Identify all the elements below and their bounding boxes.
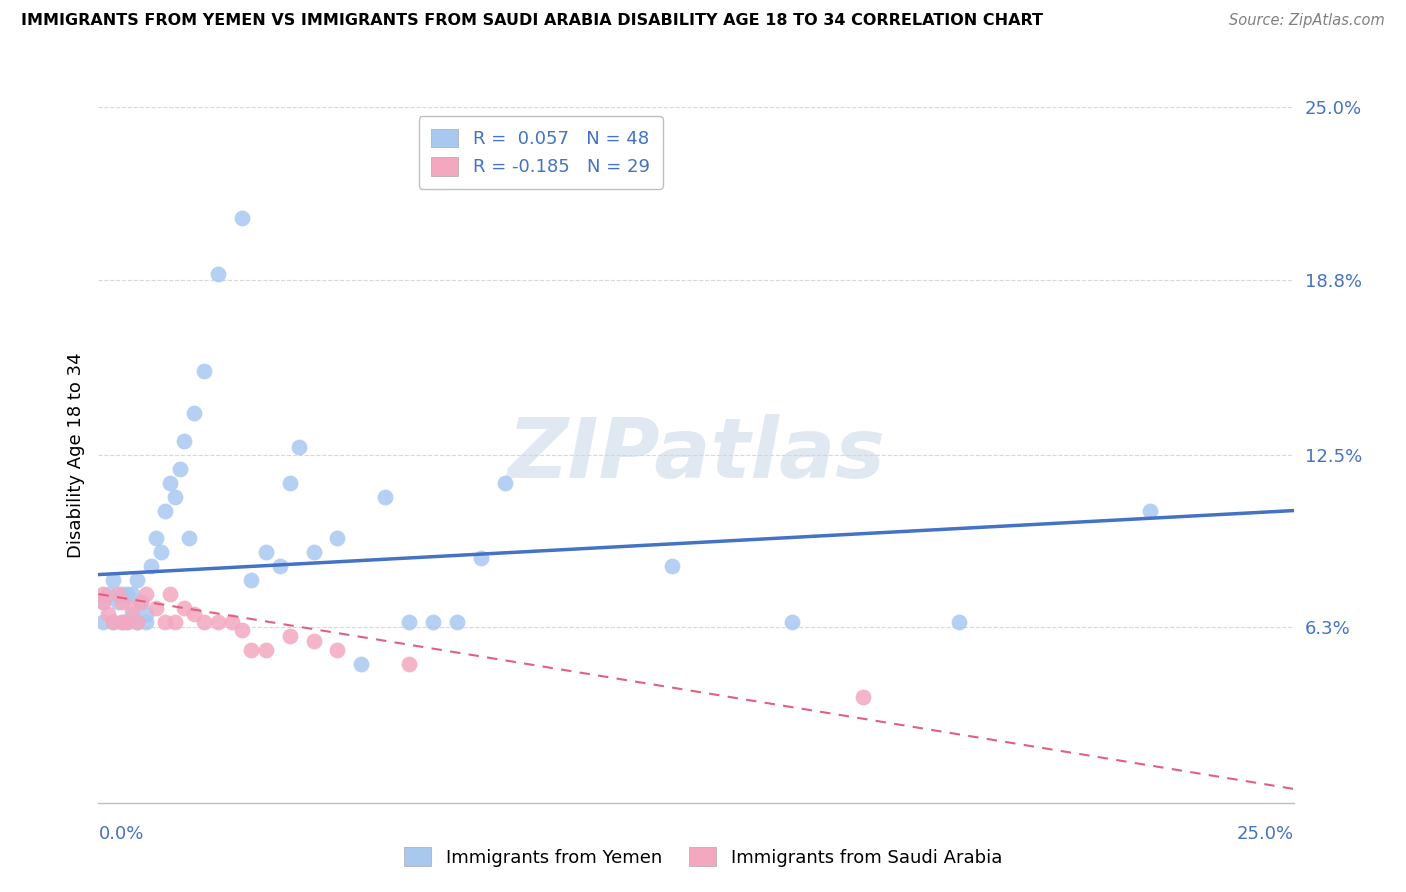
- Point: [269, 559, 291, 574]
- Point: [374, 490, 396, 504]
- Point: [446, 615, 468, 629]
- Point: [169, 462, 191, 476]
- Point: [163, 615, 186, 629]
- Point: [207, 615, 229, 629]
- Legend: Immigrants from Yemen, Immigrants from Saudi Arabia: Immigrants from Yemen, Immigrants from S…: [396, 840, 1010, 874]
- Point: [101, 573, 124, 587]
- Legend: R =  0.057   N = 48, R = -0.185   N = 29: R = 0.057 N = 48, R = -0.185 N = 29: [419, 116, 662, 189]
- Point: [131, 595, 153, 609]
- Point: [278, 475, 301, 490]
- Point: [179, 532, 201, 546]
- Point: [780, 615, 803, 629]
- Point: [135, 615, 157, 629]
- Point: [145, 601, 167, 615]
- Point: [131, 595, 153, 609]
- Point: [183, 406, 205, 420]
- Point: [121, 587, 143, 601]
- Point: [111, 615, 134, 629]
- Point: [135, 587, 157, 601]
- Point: [326, 642, 349, 657]
- Point: [231, 211, 253, 226]
- Point: [193, 615, 215, 629]
- Point: [207, 267, 229, 281]
- Point: [135, 607, 157, 621]
- Text: 25.0%: 25.0%: [1236, 825, 1294, 843]
- Point: [661, 559, 683, 574]
- Point: [115, 615, 138, 629]
- Point: [155, 615, 177, 629]
- Y-axis label: Disability Age 18 to 34: Disability Age 18 to 34: [66, 352, 84, 558]
- Point: [193, 364, 215, 378]
- Point: [101, 615, 124, 629]
- Text: IMMIGRANTS FROM YEMEN VS IMMIGRANTS FROM SAUDI ARABIA DISABILITY AGE 18 TO 34 CO: IMMIGRANTS FROM YEMEN VS IMMIGRANTS FROM…: [21, 13, 1043, 29]
- Text: Source: ZipAtlas.com: Source: ZipAtlas.com: [1229, 13, 1385, 29]
- Point: [278, 629, 301, 643]
- Point: [398, 615, 420, 629]
- Point: [173, 601, 195, 615]
- Point: [91, 595, 114, 609]
- Point: [91, 615, 114, 629]
- Point: [111, 595, 134, 609]
- Point: [350, 657, 373, 671]
- Point: [159, 587, 181, 601]
- Point: [115, 615, 138, 629]
- Point: [302, 545, 325, 559]
- Point: [125, 615, 148, 629]
- Point: [115, 587, 138, 601]
- Point: [125, 573, 148, 587]
- Point: [240, 642, 263, 657]
- Point: [1139, 503, 1161, 517]
- Point: [97, 607, 120, 621]
- Point: [139, 559, 162, 574]
- Point: [107, 587, 129, 601]
- Point: [288, 440, 311, 454]
- Text: ZIPatlas: ZIPatlas: [508, 415, 884, 495]
- Point: [155, 503, 177, 517]
- Point: [121, 601, 143, 615]
- Point: [163, 490, 186, 504]
- Point: [97, 587, 120, 601]
- Point: [231, 624, 253, 638]
- Point: [470, 550, 492, 565]
- Point: [221, 615, 243, 629]
- Point: [852, 690, 875, 704]
- Point: [111, 587, 134, 601]
- Point: [91, 595, 114, 609]
- Point: [422, 615, 444, 629]
- Point: [125, 615, 148, 629]
- Point: [121, 607, 143, 621]
- Point: [91, 587, 114, 601]
- Point: [240, 573, 263, 587]
- Point: [159, 475, 181, 490]
- Point: [302, 634, 325, 648]
- Point: [101, 615, 124, 629]
- Point: [173, 434, 195, 448]
- Point: [254, 642, 277, 657]
- Point: [107, 595, 129, 609]
- Point: [111, 615, 134, 629]
- Point: [326, 532, 349, 546]
- Text: 0.0%: 0.0%: [98, 825, 143, 843]
- Point: [948, 615, 970, 629]
- Point: [149, 545, 172, 559]
- Point: [183, 607, 205, 621]
- Point: [145, 532, 167, 546]
- Point: [398, 657, 420, 671]
- Point: [494, 475, 516, 490]
- Point: [254, 545, 277, 559]
